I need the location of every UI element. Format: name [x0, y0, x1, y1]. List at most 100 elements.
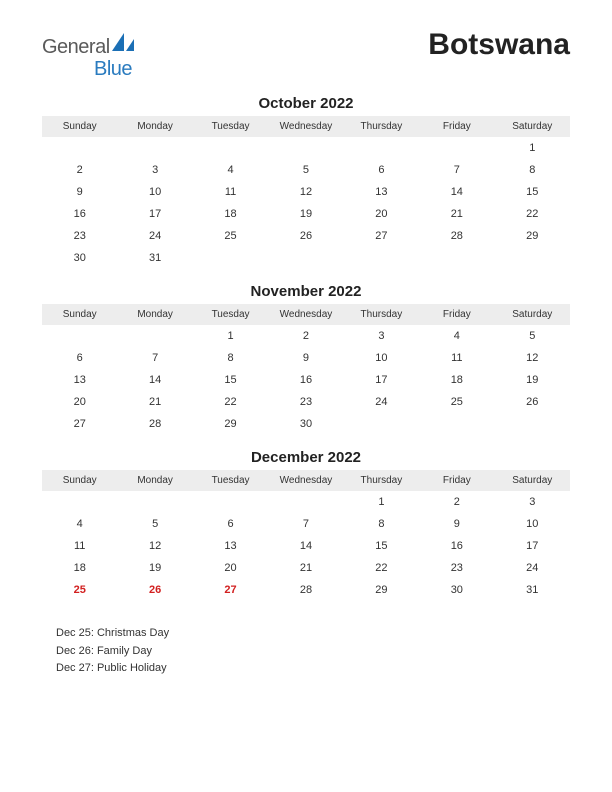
calendar-cell: 28 [117, 413, 192, 435]
calendar-cell: 15 [344, 535, 419, 557]
calendar-cell [268, 137, 343, 159]
calendar-cell [117, 325, 192, 347]
day-header: Thursday [344, 116, 419, 137]
day-header: Monday [117, 470, 192, 491]
holiday-entry: Dec 27: Public Holiday [56, 660, 570, 678]
calendar-cell: 24 [344, 391, 419, 413]
calendar-cell: 16 [268, 369, 343, 391]
calendar-cell: 27 [193, 579, 268, 601]
calendar-cell: 13 [344, 181, 419, 203]
calendar-cell [117, 491, 192, 513]
calendar-cell: 18 [193, 203, 268, 225]
calendar-cell: 5 [117, 513, 192, 535]
calendar-cell: 22 [495, 203, 570, 225]
holiday-entry: Dec 25: Christmas Day [56, 625, 570, 643]
calendar-cell: 2 [268, 325, 343, 347]
calendar-cell: 6 [344, 159, 419, 181]
calendar-cell [193, 137, 268, 159]
calendar-cell [419, 247, 494, 269]
calendar-cell: 21 [419, 203, 494, 225]
calendar-cell: 14 [268, 535, 343, 557]
calendar-cell: 15 [495, 181, 570, 203]
calendar-cell [117, 137, 192, 159]
calendar-cell: 23 [419, 557, 494, 579]
calendar-cell: 26 [268, 225, 343, 247]
country-title: Botswana [428, 28, 570, 62]
calendar-cell: 3 [117, 159, 192, 181]
calendar-cell: 21 [117, 391, 192, 413]
day-header: Monday [117, 304, 192, 325]
calendar-cell: 10 [495, 513, 570, 535]
calendar-cell: 19 [117, 557, 192, 579]
calendar-row: 11121314151617 [42, 535, 570, 557]
day-header: Saturday [495, 116, 570, 137]
calendar-cell: 5 [495, 325, 570, 347]
calendar-row: 6789101112 [42, 347, 570, 369]
calendar-cell: 8 [344, 513, 419, 535]
calendar-cell [344, 247, 419, 269]
calendar-cell: 22 [344, 557, 419, 579]
calendar-cell [419, 137, 494, 159]
day-header: Friday [419, 470, 494, 491]
calendar-cell: 8 [495, 159, 570, 181]
calendar-cell: 15 [193, 369, 268, 391]
calendar-cell: 7 [117, 347, 192, 369]
calendar-table: SundayMondayTuesdayWednesdayThursdayFrid… [42, 116, 570, 269]
calendar-table: SundayMondayTuesdayWednesdayThursdayFrid… [42, 470, 570, 601]
logo-word-general: General [42, 36, 110, 59]
calendar-cell: 20 [344, 203, 419, 225]
calendar-cell: 9 [419, 513, 494, 535]
calendar-cell: 8 [193, 347, 268, 369]
day-header: Monday [117, 116, 192, 137]
calendar-row: 1 [42, 137, 570, 159]
calendar-cell: 4 [42, 513, 117, 535]
calendar-cell [193, 491, 268, 513]
calendar-cell [419, 413, 494, 435]
logo-word-blue: Blue [94, 58, 132, 81]
day-header: Saturday [495, 304, 570, 325]
calendar-cell: 27 [344, 225, 419, 247]
calendar-container: October 2022SundayMondayTuesdayWednesday… [42, 95, 570, 601]
calendar-row: 23242526272829 [42, 225, 570, 247]
calendar-cell: 25 [419, 391, 494, 413]
calendar-cell: 9 [268, 347, 343, 369]
month-block: October 2022SundayMondayTuesdayWednesday… [42, 95, 570, 269]
calendar-cell: 12 [117, 535, 192, 557]
calendar-cell [268, 247, 343, 269]
calendar-cell: 19 [495, 369, 570, 391]
calendar-cell: 24 [117, 225, 192, 247]
calendar-cell: 1 [344, 491, 419, 513]
calendar-cell: 24 [495, 557, 570, 579]
calendar-row: 18192021222324 [42, 557, 570, 579]
calendar-cell: 10 [117, 181, 192, 203]
calendar-cell: 29 [495, 225, 570, 247]
calendar-cell: 6 [193, 513, 268, 535]
day-header: Friday [419, 116, 494, 137]
day-header: Saturday [495, 470, 570, 491]
calendar-cell [268, 491, 343, 513]
calendar-cell: 20 [42, 391, 117, 413]
calendar-cell: 23 [42, 225, 117, 247]
page-header: General Botswana [42, 28, 570, 62]
calendar-cell: 25 [42, 579, 117, 601]
calendar-table: SundayMondayTuesdayWednesdayThursdayFrid… [42, 304, 570, 435]
calendar-cell: 9 [42, 181, 117, 203]
calendar-cell: 2 [42, 159, 117, 181]
calendar-cell: 13 [193, 535, 268, 557]
calendar-cell: 17 [117, 203, 192, 225]
day-header: Thursday [344, 470, 419, 491]
calendar-cell: 31 [117, 247, 192, 269]
calendar-row: 27282930 [42, 413, 570, 435]
calendar-cell: 11 [419, 347, 494, 369]
calendar-cell [42, 137, 117, 159]
calendar-cell: 12 [268, 181, 343, 203]
calendar-cell: 10 [344, 347, 419, 369]
calendar-cell: 22 [193, 391, 268, 413]
calendar-cell: 31 [495, 579, 570, 601]
calendar-cell: 27 [42, 413, 117, 435]
calendar-cell: 21 [268, 557, 343, 579]
calendar-cell: 11 [42, 535, 117, 557]
day-header: Sunday [42, 470, 117, 491]
calendar-cell: 17 [344, 369, 419, 391]
day-header: Sunday [42, 304, 117, 325]
